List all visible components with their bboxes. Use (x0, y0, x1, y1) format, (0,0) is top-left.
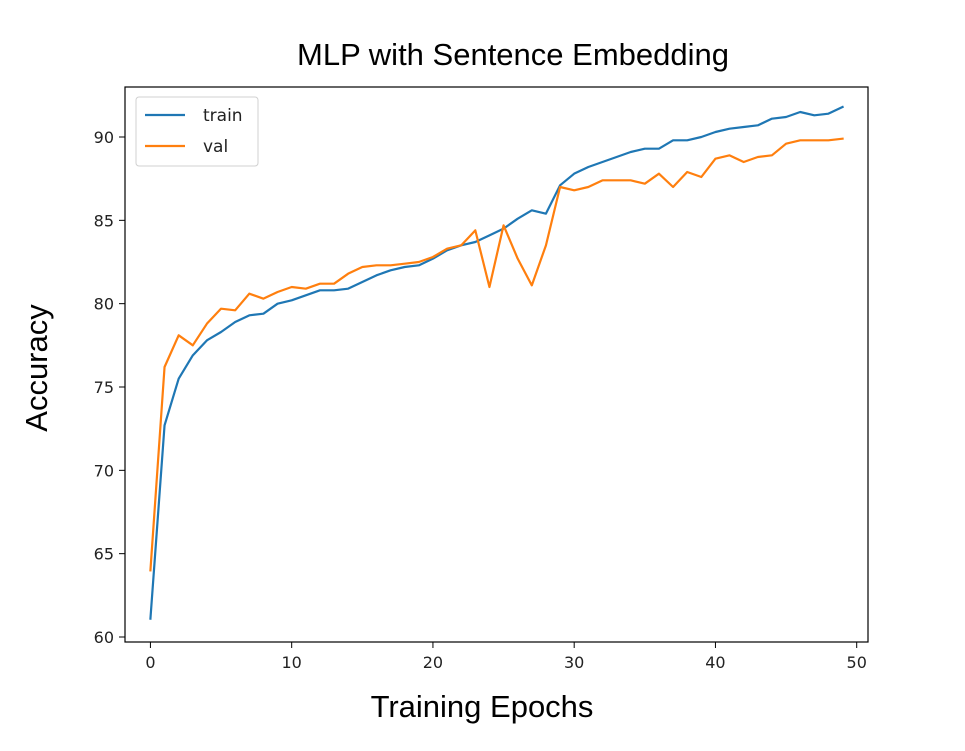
y-tick-label: 65 (94, 545, 114, 564)
x-axis: 0 10 20 30 40 50 (145, 642, 867, 672)
y-axis-label: Accuracy (19, 304, 54, 432)
x-tick-label: 40 (705, 653, 725, 672)
y-tick-label: 70 (94, 461, 114, 480)
x-tick-label: 20 (423, 653, 443, 672)
x-tick-label: 30 (564, 653, 584, 672)
y-tick-label: 85 (94, 211, 114, 230)
legend-label-train: train (203, 106, 243, 126)
legend: train val (135, 96, 259, 167)
y-tick-label: 75 (94, 378, 114, 397)
x-tick-label: 10 (282, 653, 302, 672)
series-lines (149, 105, 845, 620)
x-axis-label: Training Epochs (371, 689, 594, 724)
y-axis: 60 65 70 75 80 85 90 (94, 128, 125, 647)
legend-label-val: val (203, 137, 228, 157)
plot-area-frame (124, 86, 869, 643)
y-tick-label: 90 (94, 128, 114, 147)
chart-title: MLP with Sentence Embedding (297, 37, 729, 72)
series-line-train (149, 105, 845, 620)
series-line-val (149, 137, 844, 572)
x-tick-label: 50 (847, 653, 867, 672)
y-tick-label: 60 (94, 628, 114, 647)
x-tick-label: 0 (145, 653, 155, 672)
y-tick-label: 80 (94, 295, 114, 314)
